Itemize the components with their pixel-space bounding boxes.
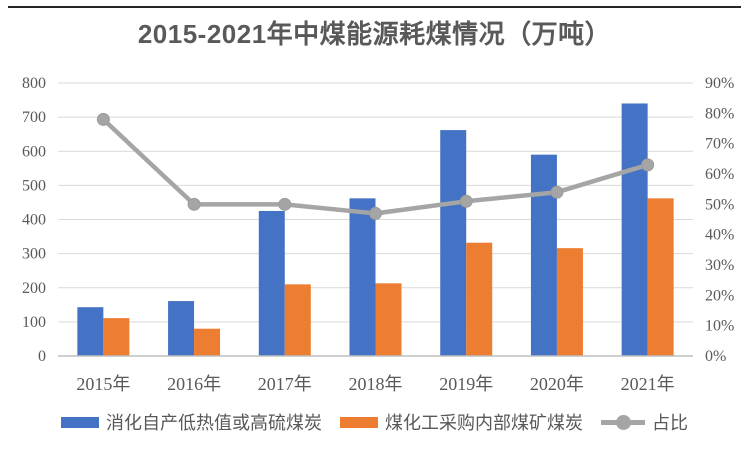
ratio-line-marker bbox=[96, 112, 110, 126]
legend-item-ratio: 占比 bbox=[601, 409, 688, 435]
legend-label-self-produced-coal: 消化自产低热值或高硫煤炭 bbox=[106, 413, 322, 433]
ratio-line-marker bbox=[459, 194, 473, 208]
right-axis-tick-label: 0% bbox=[705, 348, 726, 365]
bar-self-produced-coal bbox=[77, 307, 104, 356]
bar-self-produced-coal bbox=[440, 130, 467, 356]
left-axis-tick-label: 300 bbox=[22, 246, 46, 263]
left-axis-tick-label: 100 bbox=[22, 314, 46, 331]
bar-self-produced-coal bbox=[349, 198, 376, 356]
legend-label-ratio: 占比 bbox=[652, 413, 688, 433]
ratio-line-marker bbox=[187, 197, 201, 211]
left-axis-tick-label: 600 bbox=[22, 143, 46, 160]
bar-purchased-coal bbox=[103, 318, 130, 356]
left-axis-tick-label: 0 bbox=[38, 348, 46, 365]
left-axis-tick-label: 800 bbox=[22, 75, 46, 92]
bar-purchased-coal bbox=[194, 328, 221, 356]
ratio-line-marker bbox=[369, 206, 382, 220]
bar-self-produced-coal bbox=[621, 103, 648, 356]
ratio-line-marker bbox=[278, 197, 292, 211]
right-axis-tick-label: 30% bbox=[705, 257, 734, 274]
bar-self-produced-coal bbox=[258, 210, 285, 356]
legend-swatch-blue-icon bbox=[61, 416, 99, 428]
right-axis-tick-label: 90% bbox=[705, 75, 734, 92]
right-axis-tick-label: 60% bbox=[705, 166, 734, 183]
top-divider-line bbox=[8, 6, 741, 8]
ratio-line bbox=[101, 117, 650, 216]
legend-line-dot-icon bbox=[616, 414, 631, 430]
x-category-label: 2015年 bbox=[76, 374, 130, 394]
left-axis-tick-label: 400 bbox=[22, 212, 46, 229]
bar-purchased-coal bbox=[647, 198, 674, 356]
legend-swatch-orange-icon bbox=[340, 416, 378, 428]
x-category-label: 2020年 bbox=[530, 374, 584, 394]
ratio-line-marker bbox=[641, 158, 655, 172]
bar-self-produced-coal bbox=[168, 301, 195, 356]
x-category-label: 2021年 bbox=[621, 374, 675, 394]
bar-purchased-coal bbox=[375, 283, 402, 356]
legend-line-marker-icon bbox=[601, 414, 645, 430]
bar-purchased-coal bbox=[556, 248, 583, 356]
ratio-line-marker bbox=[550, 185, 564, 199]
legend: 消化自产低热值或高硫煤炭 煤化工采购内部煤矿煤炭 占比 bbox=[0, 409, 749, 435]
x-category-label: 2017年 bbox=[258, 374, 312, 394]
right-axis-tick-label: 10% bbox=[705, 318, 734, 335]
right-axis-tick-label: 20% bbox=[705, 287, 734, 304]
x-category-label: 2019年 bbox=[439, 374, 493, 394]
right-axis-tick-label: 70% bbox=[705, 136, 734, 153]
legend-item-purchased-coal: 煤化工采购内部煤矿煤炭 bbox=[340, 409, 583, 435]
legend-item-self-produced-coal: 消化自产低热值或高硫煤炭 bbox=[61, 409, 322, 435]
right-axis-tick-label: 50% bbox=[705, 196, 734, 213]
right-axis-tick-label: 40% bbox=[705, 227, 734, 244]
left-axis-tick-label: 700 bbox=[22, 109, 46, 126]
left-axis-tick-label: 200 bbox=[22, 280, 46, 297]
bar-purchased-coal bbox=[466, 242, 493, 356]
chart-title: 2015-2021年中煤能源耗煤情况（万吨） bbox=[137, 19, 612, 49]
left-axis-tick-label: 500 bbox=[22, 177, 46, 194]
x-category-label: 2016年 bbox=[167, 374, 221, 394]
right-axis-tick-label: 80% bbox=[705, 105, 734, 122]
bar-self-produced-coal bbox=[530, 154, 557, 356]
bar-purchased-coal bbox=[284, 284, 311, 356]
x-category-label: 2018年 bbox=[349, 374, 403, 394]
legend-label-purchased-coal: 煤化工采购内部煤矿煤炭 bbox=[385, 413, 583, 433]
